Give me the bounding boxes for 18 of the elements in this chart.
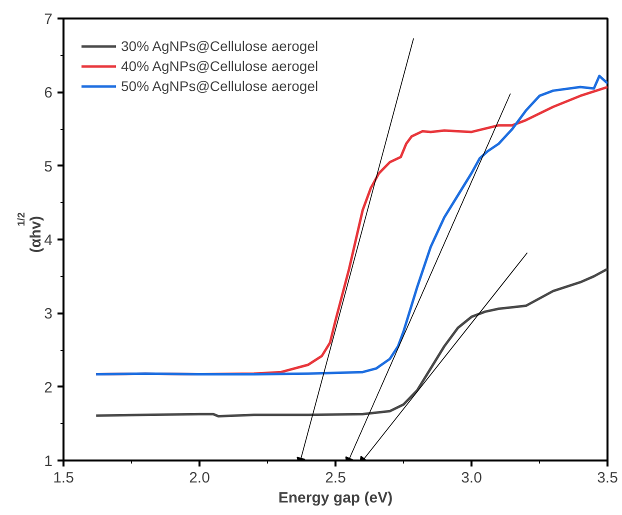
line-series: [94, 268, 608, 418]
y-axis-title: (αhv)1/2: [16, 212, 44, 253]
y-tick-label: 7: [44, 11, 52, 28]
y-tick-label: 5: [44, 158, 52, 176]
y-tick-label: 3: [44, 306, 52, 323]
y-tick-label: 6: [44, 84, 52, 102]
x-tick-label: 3.0: [461, 470, 482, 486]
x-tick-label: 1.5: [53, 470, 74, 486]
x-tick-label: 2.0: [189, 470, 210, 486]
x-tick-label: 3.5: [597, 470, 618, 486]
legend-label: 50% AgNPs@Cellulose aerogel: [121, 78, 318, 94]
x-axis-title: Energy gap (eV): [278, 490, 393, 506]
legend-label: 30% AgNPs@Cellulose aerogel: [121, 38, 318, 54]
legend-label: 40% AgNPs@Cellulose aerogel: [121, 58, 318, 74]
y-tick-label: 2: [44, 379, 52, 396]
x-tick-label: 2.5: [325, 470, 346, 486]
y-tick-label: 4: [44, 232, 52, 249]
y-tick-label: 1: [44, 453, 52, 470]
